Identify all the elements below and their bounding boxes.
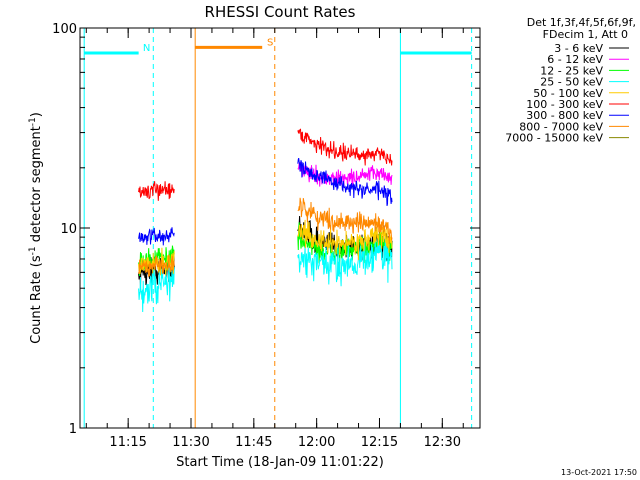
y-axis-label-sup: -1 xyxy=(28,117,38,126)
legend-header-line: FDecim 1, Att 0 xyxy=(543,28,628,41)
attenuator-state-label: S xyxy=(267,37,273,48)
legend-entry-label: 3 - 6 keV xyxy=(554,42,603,55)
series-trace-50-100keV xyxy=(297,218,393,261)
y-axis-label-text: Count Rate (s xyxy=(29,255,44,344)
x-tick-label: 12:15 xyxy=(361,435,398,450)
legend-entry-label: 25 - 50 keV xyxy=(540,76,603,89)
legend-entry-label: 300 - 800 keV xyxy=(526,109,603,122)
legend-entry-label: 800 - 7000 keV xyxy=(519,120,603,133)
series-layer xyxy=(138,128,393,313)
footer-timestamp: 13-Oct-2021 17:50 xyxy=(561,468,637,477)
x-tick-label: 12:30 xyxy=(424,435,461,450)
legend-entry-label: 7000 - 15000 keV xyxy=(505,132,603,145)
y-axis-label: Count Rate (s-1 detector segment-1) xyxy=(28,112,44,344)
x-tick-label: 12:00 xyxy=(298,435,335,450)
attenuator-bars-layer: NS xyxy=(84,37,472,55)
y-tick-label: 10 xyxy=(60,222,77,237)
axes-layer: 1 10 100 11:15 11:30 11:45 12:00 12:15 12:30 xyxy=(52,22,480,450)
legend-header-line: Det 1f,3f,4f,5f,6f,9f, xyxy=(527,16,636,29)
series-trace-300-800keV xyxy=(297,157,393,207)
series-trace-300-800keV xyxy=(138,227,175,246)
x-axis-label: Start Time (18-Jan-09 11:01:22) xyxy=(176,455,384,470)
y-axis-label-mid: detector segment xyxy=(29,126,44,246)
series-trace-25-50keV xyxy=(297,236,393,287)
series-trace-100-300keV xyxy=(297,128,393,166)
series-trace-25-50keV xyxy=(138,264,175,313)
legend-entry-label: 12 - 25 keV xyxy=(540,64,603,77)
x-tick-label: 11:30 xyxy=(172,435,209,450)
series-trace-100-300keV xyxy=(138,181,175,201)
series-trace-800-7000keV xyxy=(138,254,175,278)
y-tick-label: 100 xyxy=(52,22,77,37)
x-tick-label: 11:15 xyxy=(109,435,146,450)
y-axis-label-sup: -1 xyxy=(28,246,38,255)
legend-entry-label: 100 - 300 keV xyxy=(526,98,603,111)
chart-title: RHESSI Count Rates xyxy=(205,3,356,21)
x-tick-label: 11:45 xyxy=(235,435,272,450)
legend-entry-label: 50 - 100 keV xyxy=(533,87,603,100)
y-axis-label-end: ) xyxy=(29,112,44,117)
y-tick-label: 1 xyxy=(69,422,77,437)
legend: Det 1f,3f,4f,5f,6f,9f, FDecim 1, Att 0 3… xyxy=(505,16,636,145)
series-trace-800-7000keV xyxy=(297,197,393,245)
series-trace-6-12keV xyxy=(297,161,393,187)
attenuator-state-label: N xyxy=(143,43,150,54)
legend-entry-label: 6 - 12 keV xyxy=(547,53,603,66)
